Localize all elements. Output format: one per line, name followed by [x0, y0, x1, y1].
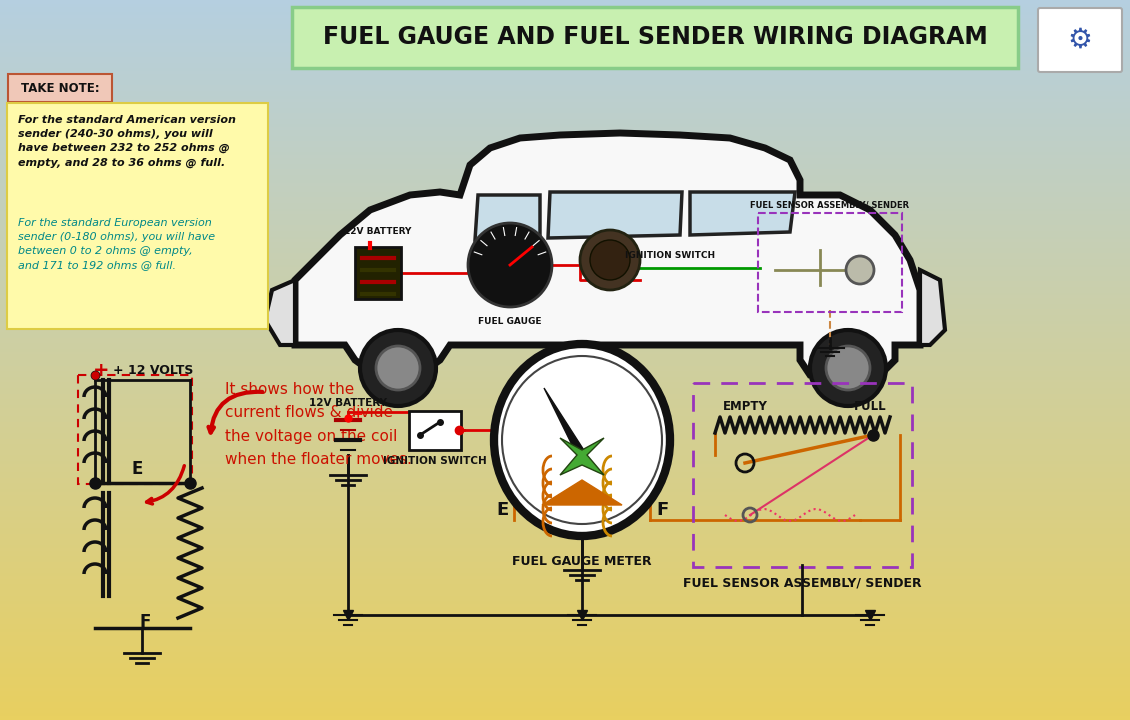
Text: +: +: [353, 408, 364, 421]
Text: 12V BATTERY: 12V BATTERY: [308, 398, 386, 408]
Text: FUEL SENSOR ASSEMBLY/ SENDER: FUEL SENSOR ASSEMBLY/ SENDER: [683, 577, 921, 590]
Text: FUEL GAUGE: FUEL GAUGE: [478, 317, 541, 326]
Polygon shape: [475, 195, 540, 240]
Circle shape: [846, 256, 873, 284]
Ellipse shape: [494, 344, 670, 536]
Text: IGNITION SWITCH: IGNITION SWITCH: [383, 456, 487, 466]
Text: TAKE NOTE:: TAKE NOTE:: [20, 81, 99, 94]
Circle shape: [360, 330, 436, 406]
FancyBboxPatch shape: [1038, 8, 1122, 72]
FancyBboxPatch shape: [292, 7, 1018, 68]
Polygon shape: [544, 388, 586, 455]
Text: +: +: [93, 361, 108, 379]
Circle shape: [580, 230, 640, 290]
Polygon shape: [266, 280, 295, 345]
Polygon shape: [295, 133, 920, 378]
FancyBboxPatch shape: [7, 103, 268, 329]
Circle shape: [810, 330, 886, 406]
Text: FUEL SENSOR ASSEMBLY/ SENDER: FUEL SENSOR ASSEMBLY/ SENDER: [750, 201, 910, 210]
Text: For the standard American version
sender (240-30 ohms), you will
have between 23: For the standard American version sender…: [18, 115, 236, 168]
FancyBboxPatch shape: [355, 247, 401, 299]
Text: FUEL GAUGE METER: FUEL GAUGE METER: [512, 555, 652, 568]
Text: For the standard European version
sender (0-180 ohms), you will have
between 0 t: For the standard European version sender…: [18, 218, 215, 270]
Circle shape: [590, 240, 631, 280]
Text: + 12 VOLTS: + 12 VOLTS: [113, 364, 193, 377]
Polygon shape: [548, 192, 683, 238]
Circle shape: [376, 346, 420, 390]
FancyBboxPatch shape: [409, 411, 461, 450]
Polygon shape: [560, 438, 605, 475]
Text: FUEL GAUGE AND FUEL SENDER WIRING DIAGRAM: FUEL GAUGE AND FUEL SENDER WIRING DIAGRA…: [323, 25, 988, 50]
FancyBboxPatch shape: [8, 74, 112, 102]
Circle shape: [826, 346, 870, 390]
Text: 12V BATTERY: 12V BATTERY: [345, 227, 411, 236]
Polygon shape: [920, 270, 945, 345]
Text: EMPTY: EMPTY: [722, 400, 767, 413]
Ellipse shape: [502, 356, 662, 524]
Text: It shows how the
current flows & divide
the voltage on the coil
when the floater: It shows how the current flows & divide …: [225, 382, 411, 467]
Polygon shape: [690, 192, 796, 235]
Text: FULL: FULL: [853, 400, 886, 413]
Text: F: F: [139, 613, 150, 631]
Text: E: E: [496, 501, 508, 519]
Polygon shape: [542, 480, 622, 505]
Text: ⚙: ⚙: [1068, 26, 1093, 54]
Text: F: F: [655, 501, 668, 519]
Text: E: E: [131, 460, 142, 478]
Text: IGNITION SWITCH: IGNITION SWITCH: [625, 251, 715, 259]
Circle shape: [468, 223, 551, 307]
